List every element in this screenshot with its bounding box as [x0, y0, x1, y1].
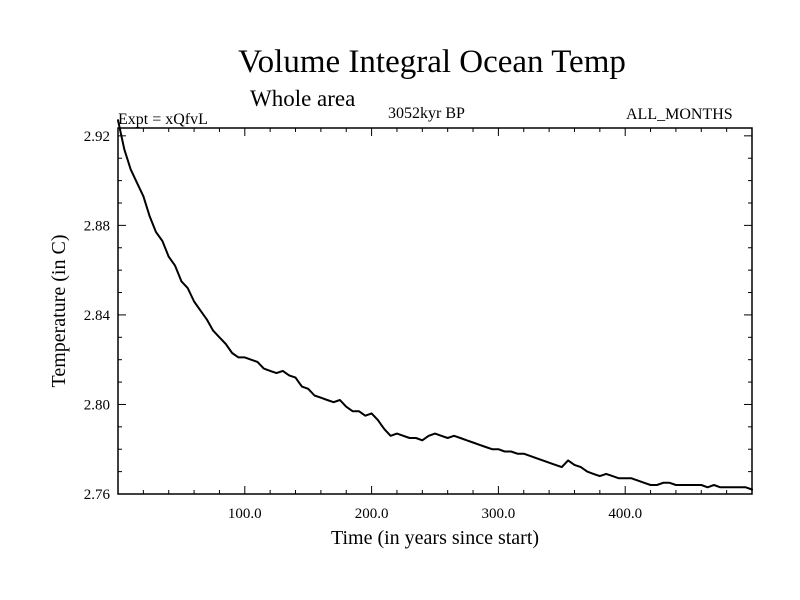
x-tick-label: 400.0 — [608, 506, 642, 522]
chart-subtitle: Whole area — [250, 86, 356, 111]
y-axis-label: Temperature (in C) — [48, 235, 70, 388]
chart-title: Volume Integral Ocean Temp — [238, 44, 626, 80]
x-tick-label: 200.0 — [355, 506, 389, 522]
experiment-label: Expt = xQfvL — [118, 111, 208, 128]
months-label: ALL_MONTHS — [626, 106, 733, 123]
series-line — [117, 119, 753, 491]
y-tick-label: 2.88 — [84, 218, 110, 234]
x-axis-label: Time (in years since start) — [331, 527, 539, 549]
plot-frame — [117, 127, 753, 495]
y-tick-label: 2.76 — [84, 487, 111, 503]
period-label: 3052kyr BP — [388, 105, 465, 122]
x-tick-label: 300.0 — [482, 506, 516, 522]
axis-tick-labels: 100.0 200.0 300.0 400.0 2.76 2.80 2.84 2.88 2.92 — [84, 129, 642, 522]
axis-ticks — [118, 128, 752, 494]
y-tick-label: 2.80 — [84, 397, 110, 413]
x-tick-label: 100.0 — [228, 506, 262, 522]
y-tick-label: 2.92 — [84, 129, 110, 145]
y-tick-label: 2.84 — [84, 308, 111, 324]
